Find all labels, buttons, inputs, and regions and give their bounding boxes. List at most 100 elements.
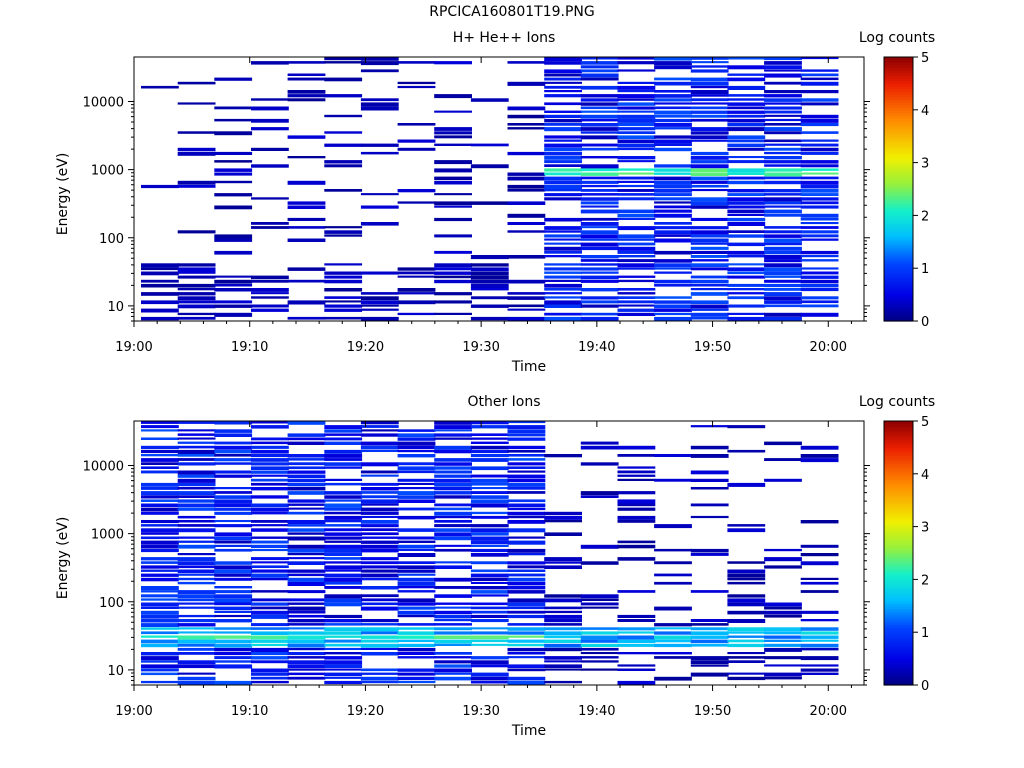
y-tick-label: 10 xyxy=(107,664,124,679)
spectrogram-cell xyxy=(177,520,216,523)
spectrogram-cell xyxy=(324,553,363,556)
spectrogram-cell xyxy=(141,652,179,656)
spectrogram-cell xyxy=(470,532,509,536)
spectrogram-cell xyxy=(800,184,839,189)
spectrogram-cell xyxy=(287,61,326,64)
colorbar-swatch xyxy=(884,225,913,230)
colorbar-swatch xyxy=(884,460,913,464)
spectrogram-cell xyxy=(397,139,436,143)
spectrogram-cell xyxy=(544,110,582,113)
spectrogram-cell xyxy=(397,189,436,193)
spectrogram-cell xyxy=(690,619,729,622)
spectrogram-cell xyxy=(177,474,216,478)
spectrogram-cell xyxy=(764,57,802,61)
spectrogram-cell xyxy=(397,81,436,85)
spectrogram-cell xyxy=(360,672,399,675)
spectrogram-cell xyxy=(690,623,729,626)
spectrogram-cell xyxy=(434,610,472,615)
spectrogram-cell xyxy=(617,631,656,634)
spectrogram-cell xyxy=(434,631,472,635)
colorbar-swatch xyxy=(884,247,913,251)
spectrogram-cell xyxy=(507,478,546,483)
colorbar-swatch xyxy=(884,621,913,625)
spectrogram-cell xyxy=(324,164,363,168)
spectrogram-cell xyxy=(690,180,729,184)
spectrogram-cell xyxy=(214,606,253,611)
spectrogram-cell xyxy=(470,590,509,594)
spectrogram-cell xyxy=(764,118,802,122)
spectrogram-cell xyxy=(287,590,326,594)
spectrogram-cell xyxy=(690,197,729,202)
spectrogram-cell xyxy=(214,288,253,292)
colorbar-swatch xyxy=(884,91,913,95)
spectrogram-cell xyxy=(324,466,363,469)
spectrogram-cell xyxy=(434,433,472,437)
spectrogram-cell xyxy=(654,127,692,130)
spectrogram-cell xyxy=(617,445,656,450)
spectrogram-cell xyxy=(690,503,729,507)
spectrogram-cell xyxy=(360,565,399,569)
spectrogram-cell xyxy=(470,635,509,640)
spectrogram-cell xyxy=(507,458,546,461)
spectrogram-cell xyxy=(251,639,289,643)
spectrogram-cell xyxy=(287,90,326,94)
spectrogram-cell xyxy=(690,308,729,311)
spectrogram-cell xyxy=(617,127,656,131)
spectrogram-cell xyxy=(690,656,729,661)
spectrogram-cell xyxy=(654,193,692,197)
spectrogram-cell xyxy=(544,680,582,684)
spectrogram-cell xyxy=(251,98,289,101)
spectrogram-cell xyxy=(544,598,582,603)
spectrogram-cell xyxy=(360,520,399,524)
colorbar-swatch xyxy=(884,428,913,433)
spectrogram-cell xyxy=(324,300,363,303)
spectrogram-cell xyxy=(360,511,399,515)
spectrogram-cell xyxy=(507,581,546,586)
spectrogram-cell xyxy=(287,135,326,139)
spectrogram-cell xyxy=(800,69,839,72)
colorbar-swatch xyxy=(884,215,913,219)
spectrogram-cell xyxy=(470,503,509,508)
spectrogram-cell xyxy=(800,131,839,134)
spectrogram-cell xyxy=(397,433,436,438)
spectrogram-cell xyxy=(690,65,729,68)
spectrogram-cell xyxy=(434,462,472,466)
spectrogram-cell xyxy=(397,602,436,606)
spectrogram-cell xyxy=(580,598,619,601)
spectrogram-cell xyxy=(544,81,582,84)
colorbar-swatch xyxy=(884,613,913,617)
spectrogram-cell xyxy=(800,577,839,580)
spectrogram-cell xyxy=(617,470,656,474)
colorbar-swatch xyxy=(884,199,913,203)
spectrogram-cell xyxy=(324,515,363,520)
spectrogram-cell xyxy=(360,102,399,107)
spectrogram-cell xyxy=(287,421,326,425)
spectrogram-cell xyxy=(470,672,509,677)
spectrogram-cell xyxy=(507,184,546,189)
spectrogram-cell xyxy=(764,73,802,78)
spectrogram-cell xyxy=(397,639,436,643)
spectrogram-cell xyxy=(287,532,326,535)
spectrogram-cell xyxy=(727,234,766,238)
spectrogram-cell xyxy=(470,569,509,573)
spectrogram-cell xyxy=(507,172,546,176)
spectrogram-cell xyxy=(654,189,692,193)
spectrogram-cell xyxy=(177,312,216,316)
spectrogram-cell xyxy=(324,189,363,192)
spectrogram-cell xyxy=(654,205,692,209)
spectrogram-cell xyxy=(654,106,692,110)
spectrogram-cell xyxy=(764,610,802,615)
spectrogram-cell xyxy=(177,544,216,549)
spectrogram-cell xyxy=(727,639,766,643)
spectrogram-cell xyxy=(324,569,363,572)
spectrogram-cell xyxy=(654,627,692,630)
spectrogram-cell xyxy=(141,586,179,590)
spectrogram-cell xyxy=(287,598,326,602)
spectrogram-cell xyxy=(727,652,766,655)
spectrogram-cell xyxy=(397,668,436,672)
x-axis-title: Time xyxy=(511,359,546,375)
spectrogram-cell xyxy=(470,263,509,267)
colorbar-swatch xyxy=(884,510,913,514)
spectrogram-cell xyxy=(617,139,656,144)
